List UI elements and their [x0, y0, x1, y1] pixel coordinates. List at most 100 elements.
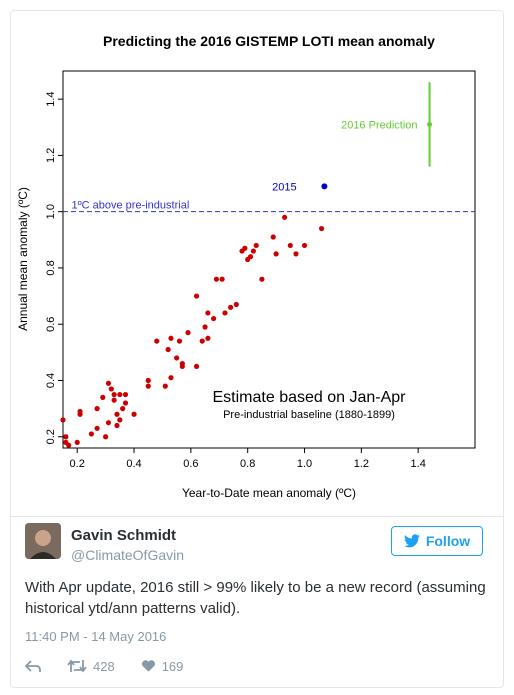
data-point: [100, 394, 106, 400]
data-point: [247, 254, 254, 260]
scatter-chart: Predicting the 2016 GISTEMP LOTI mean an…: [16, 33, 476, 500]
data-point: [193, 363, 200, 370]
data-point: [253, 242, 259, 249]
chart-image: Predicting the 2016 GISTEMP LOTI mean an…: [11, 11, 503, 516]
y-tick-label: 1.4: [45, 91, 57, 106]
data-point: [250, 248, 256, 254]
data-point: [154, 338, 160, 344]
tweet-text: With Apr update, 2016 still > 99% likely…: [25, 579, 486, 617]
data-point: [117, 391, 123, 398]
data-point: [111, 397, 117, 403]
prediction-point: [427, 121, 433, 127]
x-tick-label: 1.4: [411, 458, 426, 470]
data-point: [165, 346, 171, 353]
tweet-timestamp[interactable]: 11:40 PM - 14 May 2016: [25, 629, 167, 644]
user-name[interactable]: Gavin Schmidt: [71, 527, 177, 544]
data-point: [88, 431, 95, 437]
data-point: [282, 214, 288, 220]
data-point: [219, 276, 225, 282]
annotation-sub: Pre-industrial baseline (1880-1899): [223, 409, 395, 421]
data-point: [114, 411, 120, 417]
user-avatar-icon: [25, 523, 61, 559]
follow-button[interactable]: Follow: [391, 526, 483, 556]
plot-frame: [62, 70, 476, 449]
data-point: [103, 434, 109, 440]
data-point: [60, 417, 66, 423]
data-point: [168, 335, 174, 341]
tweet-actions: 428 169: [25, 655, 209, 677]
y-tick-label: 0.6: [45, 317, 57, 332]
data-point: [63, 434, 69, 440]
y-axis-label: Annual mean anomaly (ºC): [16, 187, 30, 331]
data-point: [205, 310, 211, 316]
x-tick-label: 0.8: [240, 458, 255, 470]
x-tick-label: 1.0: [297, 458, 312, 470]
like-button[interactable]: 169: [141, 658, 184, 674]
data-point: [94, 406, 100, 412]
x-tick-label: 0.6: [183, 458, 198, 470]
data-point: [168, 375, 174, 381]
data-point: [318, 225, 325, 232]
data-point: [74, 439, 80, 445]
data-point: [120, 406, 126, 412]
data-point: [145, 377, 151, 384]
y-tick-label: 0.4: [45, 373, 57, 388]
chart-title: Predicting the 2016 GISTEMP LOTI mean an…: [103, 33, 435, 49]
data-point: [287, 242, 293, 249]
heart-icon: [141, 660, 155, 672]
prediction-label: 2016 Prediction: [341, 119, 417, 131]
x-tick-label: 0.2: [70, 458, 85, 470]
data-point: [213, 276, 220, 282]
annotation-main: Estimate based on Jan-Apr: [213, 389, 407, 406]
data-point: [273, 251, 279, 257]
retweet-icon: [67, 659, 87, 673]
reference-line-label: 1ºC above pre-industrial: [72, 200, 190, 212]
twitter-bird-icon: [403, 534, 420, 548]
data-point: [114, 422, 120, 429]
data-point: [111, 391, 117, 398]
user-handle[interactable]: @ClimateOfGavin: [71, 547, 185, 563]
data-point: [228, 304, 234, 310]
data-point: [270, 234, 276, 240]
data-point: [105, 420, 112, 426]
follow-label: Follow: [425, 533, 471, 549]
divider: [11, 516, 503, 517]
retweet-button[interactable]: 428: [67, 659, 115, 674]
data-point: [233, 301, 239, 308]
data-point: [162, 383, 168, 389]
data-point: [259, 276, 265, 282]
avatar[interactable]: [25, 523, 61, 559]
tweet-card: Predicting the 2016 GISTEMP LOTI mean an…: [10, 10, 504, 688]
like-count: 169: [161, 658, 184, 674]
data-point: [66, 442, 72, 448]
data-point: [105, 380, 112, 386]
data-point: [94, 425, 100, 431]
reply-button[interactable]: [25, 659, 41, 673]
y-tick-label: 1.2: [45, 148, 57, 163]
y-tick-label: 0.2: [45, 429, 57, 444]
data-point: [202, 324, 208, 330]
data-point: [176, 338, 183, 344]
data-point: [108, 386, 114, 392]
data-point: [193, 293, 200, 299]
data-point: [242, 245, 248, 251]
y-tick-label: 1.0: [45, 204, 57, 219]
data-point: [77, 411, 83, 417]
data-point: [131, 411, 137, 417]
data-point: [174, 355, 180, 361]
data-point: [301, 242, 308, 249]
data-point: [117, 417, 123, 423]
data-point: [210, 315, 217, 322]
data-point: [205, 335, 211, 341]
data-point: [122, 400, 129, 406]
reply-icon: [25, 660, 41, 672]
data-point: [122, 391, 129, 398]
data-point: [185, 330, 191, 336]
x-tick-label: 0.4: [126, 458, 141, 470]
y-tick-label: 0.8: [45, 260, 57, 275]
retweet-count: 428: [93, 658, 115, 674]
point-2015: [321, 183, 328, 190]
label-2015: 2015: [272, 181, 296, 193]
x-tick-label: 1.2: [354, 458, 369, 470]
data-point: [199, 338, 205, 344]
